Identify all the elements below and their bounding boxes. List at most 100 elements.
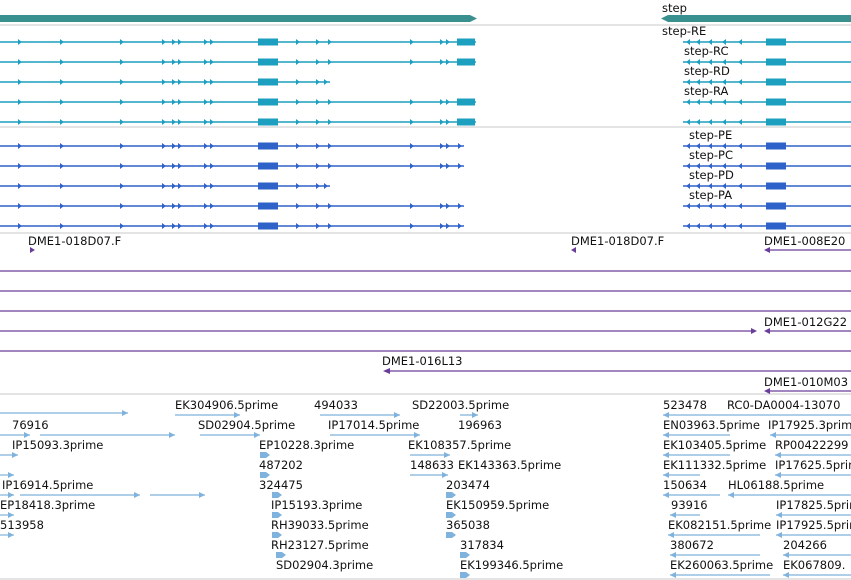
est-feature[interactable] [40,432,175,438]
est-feature[interactable] [670,572,770,578]
protein-label[interactable]: step-PE [689,128,732,142]
est-feature[interactable] [783,552,851,558]
est-feature[interactable] [0,492,14,498]
est-feature[interactable] [775,452,851,458]
est-feature[interactable] [260,452,270,458]
clone-label[interactable]: DME1-016L13 [382,354,463,368]
est-feature[interactable] [663,452,730,458]
est-feature[interactable] [770,432,851,438]
est-label[interactable]: 380672 [670,538,714,552]
est-feature[interactable] [668,532,760,538]
est-feature[interactable] [776,512,851,518]
est-feature[interactable] [446,512,456,518]
est-label[interactable]: IP17825.5prime [776,498,851,512]
protein-label[interactable]: step-PC [689,148,733,162]
transcript-row[interactable]: step-RD [0,64,851,86]
gene-label[interactable]: step [662,1,687,15]
est-feature[interactable] [0,452,18,458]
transcript-row[interactable]: step-RA [0,84,851,106]
clone-label[interactable]: DME1-012G22 [764,315,847,329]
est-label[interactable]: 203474 [446,478,490,492]
est-label[interactable]: EK082151.5prime [668,518,771,532]
est-label[interactable]: 148633 [410,458,454,472]
clone-label[interactable]: DME1-010M03 [764,375,848,389]
est-label[interactable]: 150634 [663,478,707,492]
clone-label[interactable]: DME1-018D07.F [28,234,121,248]
est-feature[interactable] [20,492,140,498]
est-feature[interactable] [663,412,851,418]
est-label[interactable]: EK199346.5prime [460,558,563,572]
transcript-label[interactable]: step-RA [684,84,729,98]
transcript-label[interactable]: step-RC [684,44,728,58]
est-label[interactable]: 523478 [663,398,707,412]
est-label[interactable]: EK150959.5prime [446,498,549,512]
est-label[interactable]: IP17925.3prime [768,418,851,432]
est-label[interactable]: EK260063.5prime [670,558,773,572]
est-label[interactable]: RC0-DA0004-13070 [727,398,840,412]
est-feature[interactable] [0,512,14,518]
transcript-row[interactable]: step-RC [0,44,851,66]
est-label[interactable]: RH23127.5prime [271,538,369,552]
est-label[interactable]: HL06188.5prime [728,478,824,492]
protein-row[interactable] [0,222,851,230]
est-feature[interactable] [783,572,851,578]
est-feature[interactable] [330,432,420,438]
est-label[interactable]: IP15193.3prime [271,498,362,512]
clone-label[interactable]: DME1-008E20 [764,234,845,248]
est-feature[interactable] [150,492,205,498]
est-feature[interactable] [320,412,400,418]
est-label[interactable]: 324475 [259,478,303,492]
est-feature[interactable] [200,432,260,438]
est-feature[interactable] [0,410,128,416]
transcript-label[interactable]: step-RD [684,64,730,78]
est-feature[interactable] [410,452,450,458]
est-feature[interactable] [460,572,470,578]
est-feature[interactable] [460,412,478,418]
clone-label[interactable]: DME1-018D07.F [571,234,664,248]
est-feature[interactable] [175,412,240,418]
gene-bar-right[interactable] [668,15,851,22]
est-feature[interactable] [0,472,14,478]
est-feature[interactable] [460,552,470,558]
est-label[interactable]: SD22003.5prime [412,398,509,412]
est-label[interactable]: RP00422299 [775,438,848,452]
transcript-row[interactable] [0,118,851,126]
est-feature[interactable] [670,512,700,518]
transcript-row[interactable]: step-RE [0,24,851,46]
est-label[interactable]: EK103405.5prime [663,438,766,452]
est-feature[interactable] [0,432,30,438]
est-feature[interactable] [663,492,720,498]
est-label[interactable]: EK111332.5prime [663,458,766,472]
est-label[interactable]: IP15093.3prime [12,438,103,452]
est-label[interactable]: EK143363.5prime [458,458,561,472]
est-feature[interactable] [272,532,282,538]
est-feature[interactable] [410,472,448,478]
est-feature[interactable] [276,552,286,558]
protein-row[interactable]: step-PA [0,188,851,210]
est-feature[interactable] [663,472,700,478]
protein-row[interactable]: step-PD [0,168,851,190]
est-label[interactable]: EK067809. [783,558,845,572]
est-feature[interactable] [670,552,760,558]
protein-label[interactable]: step-PA [689,188,732,202]
est-label[interactable]: 487202 [259,458,303,472]
est-label[interactable]: EN03963.5prime [663,418,760,432]
protein-row[interactable]: step-PE [0,128,851,150]
est-feature[interactable] [446,492,456,498]
est-feature[interactable] [446,532,456,538]
est-feature[interactable] [0,532,14,538]
est-feature[interactable] [775,472,851,478]
est-label[interactable]: 196963 [458,418,502,432]
est-label[interactable]: 204266 [783,538,827,552]
protein-label[interactable]: step-PD [689,168,734,182]
est-label[interactable]: EP18418.3prime [0,498,95,512]
est-label[interactable]: 317834 [460,538,504,552]
est-label[interactable]: IP17925.5prime [776,518,851,532]
est-feature[interactable] [272,492,282,498]
est-feature[interactable] [663,432,730,438]
est-feature[interactable] [272,512,282,518]
est-label[interactable]: IP17625.5prime [775,458,851,472]
est-label[interactable]: 513958 [0,518,44,532]
est-label[interactable]: SD02904.3prime [276,558,373,572]
est-feature[interactable] [776,532,851,538]
